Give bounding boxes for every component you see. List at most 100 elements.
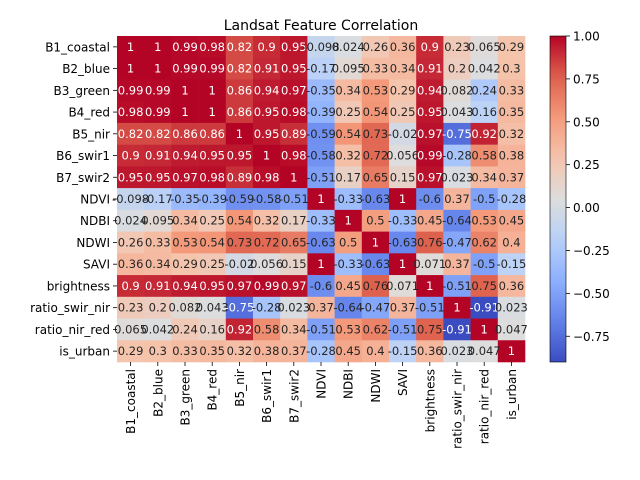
y-tick-label: B1_coastal — [45, 40, 110, 54]
heatmap-cell — [280, 340, 308, 363]
colorbar-tick-label: −0.25 — [573, 244, 610, 258]
cell-value-label: 0.35 — [499, 105, 525, 119]
heatmap-cell — [225, 231, 254, 254]
heatmap-cell — [416, 340, 444, 363]
heatmap-cell — [198, 318, 227, 341]
heatmap-cell — [470, 296, 499, 319]
heatmap-cell — [334, 122, 363, 145]
cell-value-label: -0.51 — [279, 192, 309, 206]
heatmap-cell — [280, 122, 308, 145]
heatmap-cell — [416, 318, 444, 341]
heatmap-cell — [334, 275, 363, 298]
cell-value-label: 0.99 — [145, 83, 171, 97]
cell-value-label: 0.86 — [172, 127, 198, 141]
heatmap-cell — [144, 57, 172, 80]
x-tick-label: ratio_nir_red — [478, 369, 492, 444]
cell-value-label: -0.33 — [306, 214, 336, 228]
cell-value-label: -0.35 — [170, 192, 200, 206]
heatmap-cell — [117, 166, 145, 189]
heatmap-cell — [497, 122, 526, 145]
cell-value-label: 0.16 — [471, 105, 497, 119]
cell-value-label: 1 — [181, 105, 188, 119]
heatmap-cell — [443, 57, 471, 80]
cell-value-label: 0.45 — [499, 214, 525, 228]
cell-value-label: 0.99 — [145, 105, 171, 119]
heatmap-cell — [280, 101, 308, 124]
heatmap-cell — [144, 79, 172, 102]
heatmap-cell — [198, 166, 227, 189]
heatmap-cell — [361, 253, 390, 276]
heatmap-cell — [307, 144, 335, 167]
cell-value-label: 0.065 — [114, 322, 147, 336]
cell-value-label: 0.91 — [417, 62, 443, 76]
cell-value-label: 0.94 — [254, 83, 280, 97]
cell-value-label: 0.86 — [199, 127, 225, 141]
heatmap-cell — [443, 101, 471, 124]
cell-value-label: 0.89 — [281, 127, 307, 141]
cell-value-label: -0.02 — [388, 127, 418, 141]
heatmap-cell — [334, 144, 363, 167]
cell-value-label: 0.82 — [145, 127, 171, 141]
cell-value-label: 0.24 — [471, 83, 497, 97]
cell-value-label: -0.47 — [361, 301, 391, 315]
cell-value-label: 0.047 — [495, 322, 528, 336]
cell-value-label: 0.056 — [386, 149, 419, 163]
heatmap-cell — [171, 340, 199, 363]
cell-value-label: 0.82 — [227, 62, 253, 76]
heatmap-cell — [144, 296, 172, 319]
cell-value-label: 0.4 — [502, 235, 520, 249]
heatmap-cell — [171, 144, 199, 167]
cell-value-label: 0.37 — [444, 257, 470, 271]
cell-value-label: -0.5 — [473, 257, 495, 271]
heatmap-cell — [334, 79, 363, 102]
colorbar-gradient — [550, 36, 566, 362]
heatmap-cell — [389, 144, 417, 167]
cell-value-label: 0.54 — [227, 214, 253, 228]
cell-value-label: 0.9 — [257, 40, 275, 54]
cell-value-label: -0.51 — [388, 322, 418, 336]
cell-value-label: 0.54 — [363, 105, 389, 119]
heatmap-cell — [361, 231, 390, 254]
heatmap-cell — [389, 231, 417, 254]
heatmap-cell — [416, 296, 444, 319]
heatmap-cell — [225, 275, 254, 298]
heatmap-cell — [198, 209, 227, 232]
cell-value-label: -0.58 — [306, 149, 336, 163]
heatmap-cell — [117, 275, 145, 298]
heatmap-cell — [117, 57, 145, 80]
cell-value-label: 0.65 — [281, 235, 307, 249]
cell-value-label: 0.82 — [227, 40, 253, 54]
cell-value-label: -0.098 — [112, 192, 149, 206]
cell-value-label: 0.98 — [254, 170, 280, 184]
heatmap-cell — [416, 79, 444, 102]
heatmap-cell — [144, 340, 172, 363]
heatmap-cell — [470, 318, 499, 341]
heatmap-cell — [497, 209, 526, 232]
x-tick-label: B4_red — [206, 369, 220, 411]
cell-value-label: 0.95 — [199, 149, 225, 163]
heatmap-cell — [280, 166, 308, 189]
heatmap-cell — [361, 275, 390, 298]
cell-value-label: 0.095 — [332, 62, 365, 76]
heatmap-cell — [443, 253, 471, 276]
cell-value-label: 1 — [453, 301, 460, 315]
heatmap-cell — [253, 231, 281, 254]
heatmap-cell — [497, 188, 526, 211]
heatmap-cell — [253, 57, 281, 80]
x-tick-label: SAVI — [396, 369, 410, 396]
heatmap-cell — [361, 166, 390, 189]
cell-value-label: 0.047 — [468, 344, 501, 358]
cell-value-label: 0.32 — [254, 214, 280, 228]
heatmap-cell — [171, 188, 199, 211]
heatmap-cell — [144, 318, 172, 341]
cell-value-label: 0.37 — [390, 301, 416, 315]
cell-value-label: 0.9 — [421, 40, 439, 54]
cell-value-label: 0.53 — [363, 83, 389, 97]
cell-value-label: 1 — [508, 344, 515, 358]
heatmap-cell — [144, 231, 172, 254]
x-tick-label: B5_nir — [233, 369, 247, 407]
heatmap-cell — [361, 296, 390, 319]
heatmap-cell — [225, 296, 254, 319]
cell-value-label: 0.38 — [499, 149, 525, 163]
